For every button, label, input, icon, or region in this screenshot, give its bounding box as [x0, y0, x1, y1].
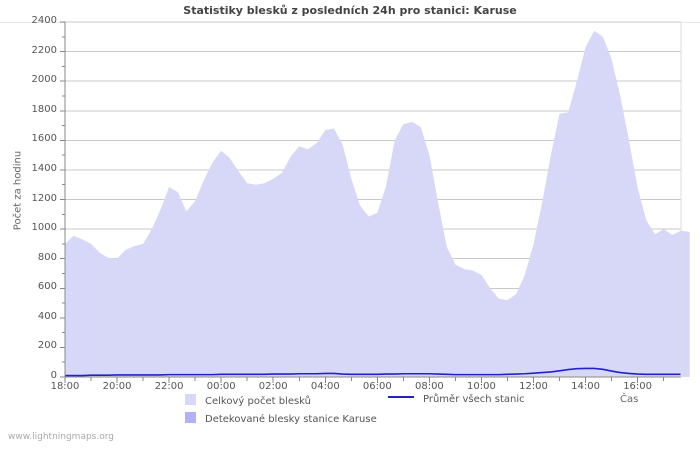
page-title: Statistiky blesků z posledních 24h pro s…: [183, 4, 517, 17]
y-tick-label: 600: [37, 281, 57, 293]
x-tick-label: 22:00: [154, 381, 184, 392]
site-watermark: www.lightningmaps.org: [8, 432, 114, 442]
y-tick-label: 200: [37, 340, 57, 352]
x-tick-label: 00:00: [206, 381, 236, 392]
chart-legend: Celkový počet blesků Detekované blesky st…: [0, 392, 700, 432]
y-tick-label: 0: [50, 370, 57, 381]
y-tick-label: 2200: [31, 44, 57, 56]
y-tick-label: 1000: [31, 222, 57, 234]
legend-label: Detekované blesky stanice Karuse: [205, 414, 377, 425]
x-tick-label: 10:00: [467, 381, 496, 392]
x-tick-label: 14:00: [571, 381, 600, 392]
legend-line-swatch: [388, 396, 414, 398]
x-tick-label: 04:00: [310, 381, 340, 392]
legend-item[interactable]: Celkový počet blesků: [185, 394, 311, 407]
x-tick-label: 20:00: [102, 381, 132, 392]
y-tick-label: 800: [37, 251, 57, 263]
x-tick-label: 16:00: [623, 381, 653, 392]
y-tick-label: 1800: [31, 103, 57, 115]
x-tick-label: 02:00: [258, 381, 288, 392]
x-axis-label: Čas: [620, 394, 639, 405]
legend-color-swatch: [185, 394, 196, 405]
x-tick-label: 12:00: [519, 381, 548, 392]
legend-label: Průměr všech stanic: [423, 394, 525, 405]
y-tick-label: 400: [37, 310, 57, 322]
x-tick-label: 08:00: [414, 381, 444, 392]
legend-label: Celkový počet blesků: [205, 396, 312, 407]
y-tick-label: 1200: [31, 192, 57, 204]
legend-color-swatch: [185, 412, 196, 423]
y-tick-label: 1600: [31, 133, 57, 145]
y-tick-label: 2400: [31, 15, 57, 26]
legend-item[interactable]: Průměr všech stanic: [388, 394, 525, 405]
x-tick-label: 06:00: [362, 381, 392, 392]
y-tick-label: 1400: [31, 162, 57, 174]
x-tick-label: 18:00: [50, 381, 80, 392]
legend-item[interactable]: Detekované blesky stanice Karuse: [185, 412, 377, 425]
y-tick-label: 2000: [31, 74, 57, 86]
